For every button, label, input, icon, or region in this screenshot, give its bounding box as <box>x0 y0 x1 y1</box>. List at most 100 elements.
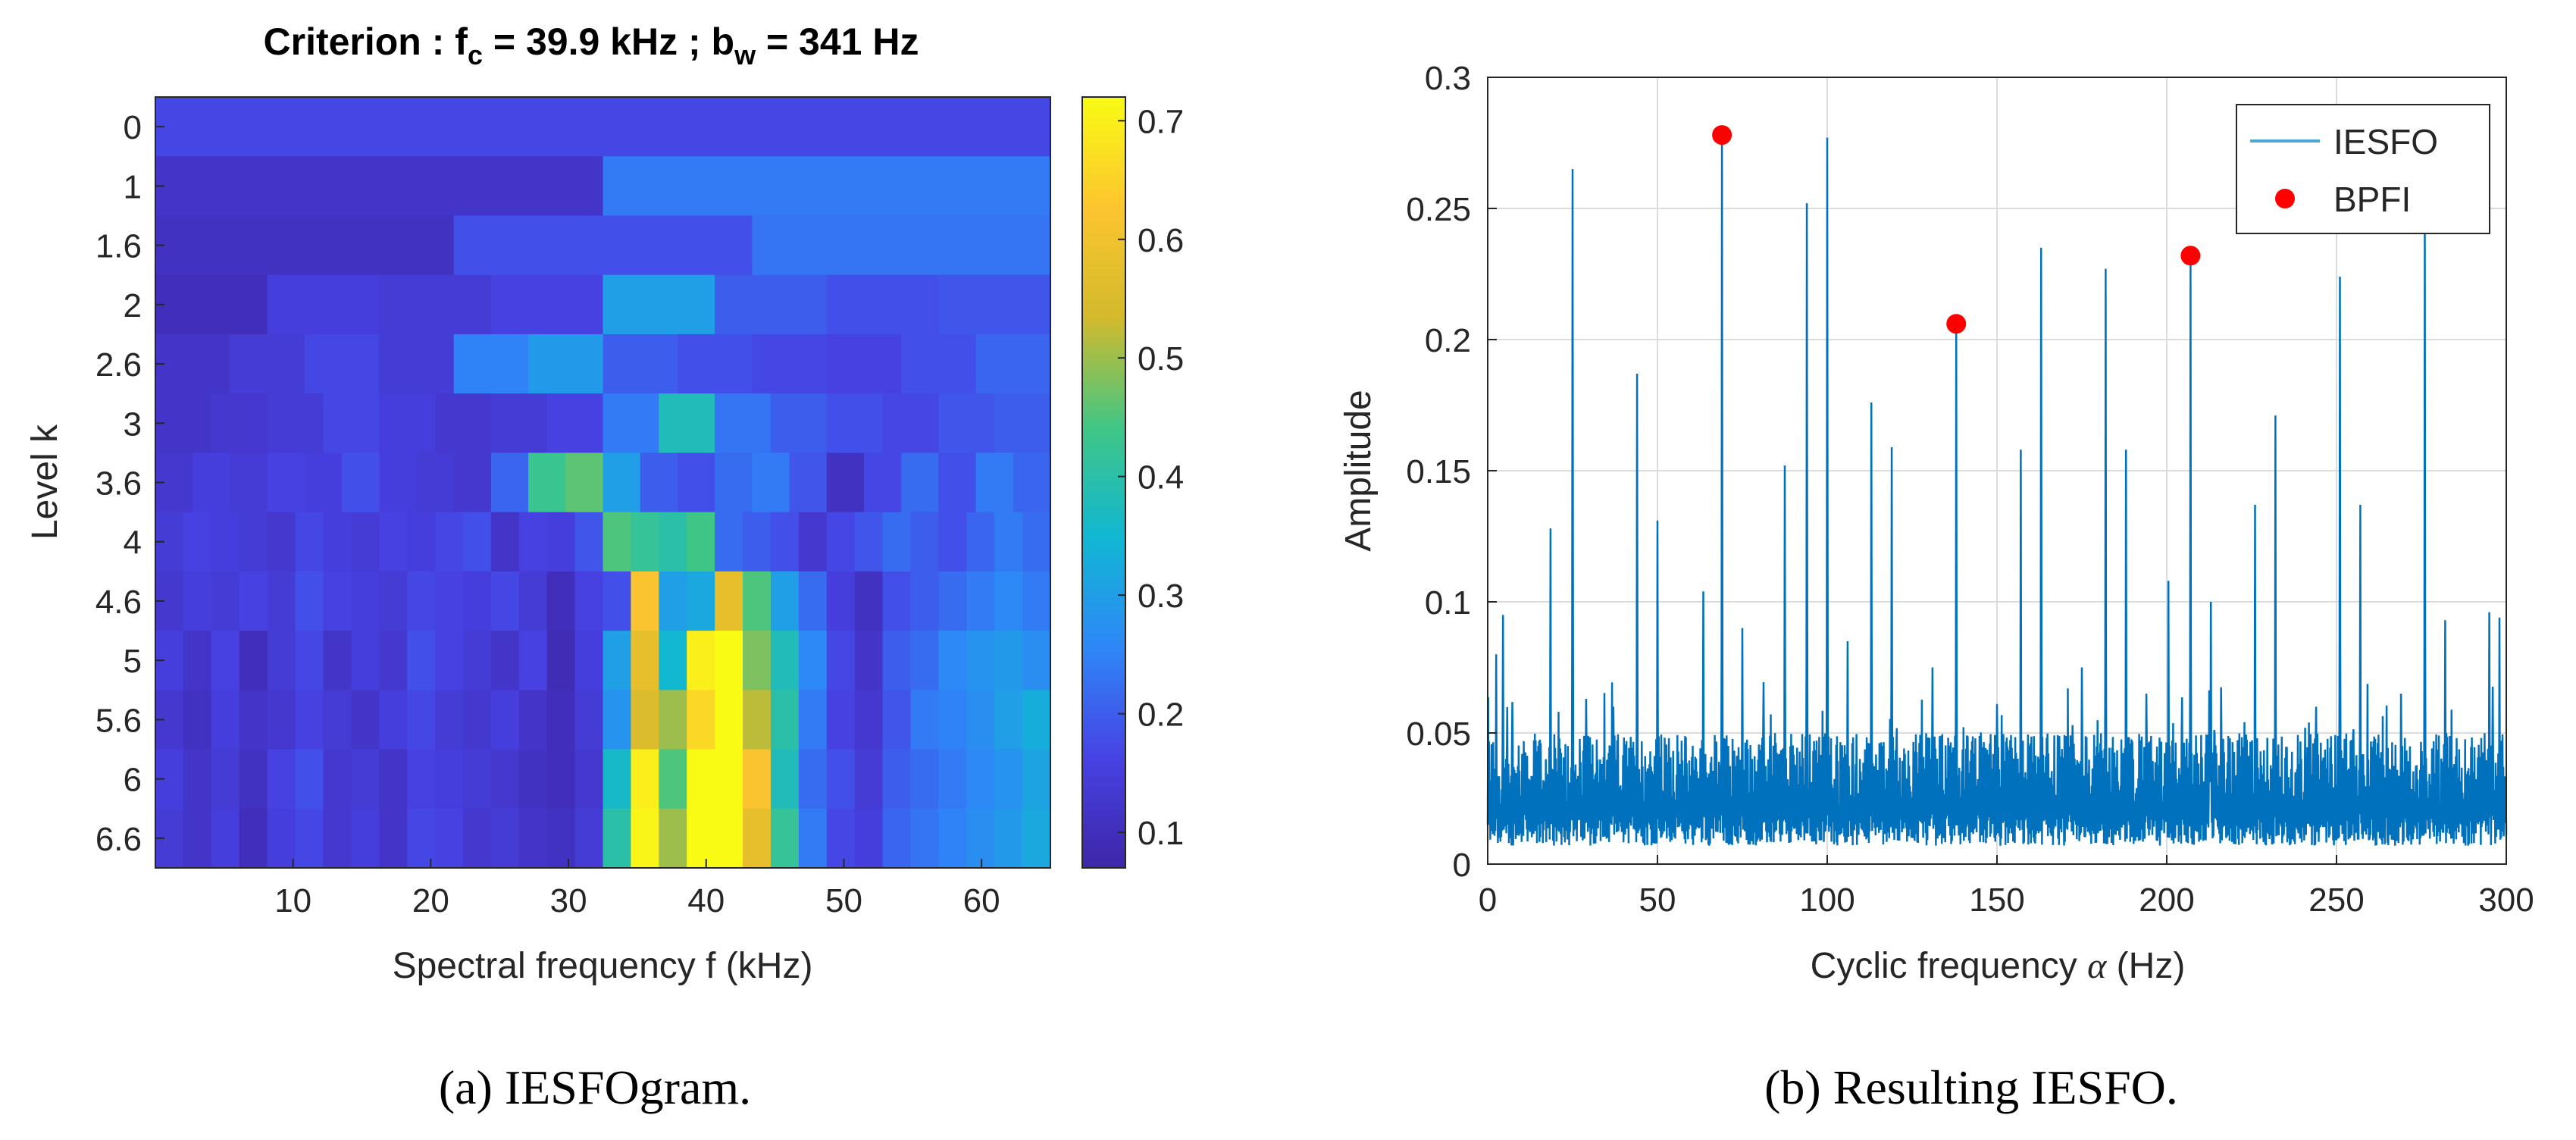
heatmap-y-tick-label: 0 <box>124 109 142 146</box>
heatmap-cell <box>882 512 912 572</box>
colorbar-tick-label: 0.5 <box>1138 340 1184 377</box>
heatmap-cell <box>211 512 240 572</box>
heatmap-y-tick-label: 2 <box>124 287 142 324</box>
heatmap-cell <box>462 690 492 750</box>
heatmap-cell <box>351 571 380 631</box>
heatmap-cell <box>659 690 687 750</box>
heatmap-cell <box>528 334 604 394</box>
heatmap-cell <box>379 274 492 335</box>
heatmap-cell <box>351 808 380 869</box>
heatmap-cell <box>687 808 715 869</box>
heatmap-cell <box>752 334 828 394</box>
heatmap-cell <box>910 571 940 631</box>
heatmap-cell <box>789 453 828 513</box>
spectrum-x-tick-label: 100 <box>1799 882 1855 919</box>
heatmap-y-tick-label: 1 <box>124 168 142 205</box>
heatmap-cell <box>239 749 268 810</box>
heatmap-cell <box>379 512 408 572</box>
heatmap-cell <box>854 808 884 869</box>
heatmap-cell <box>267 274 380 335</box>
heatmap-cell <box>267 808 296 869</box>
heatmap-cell <box>715 512 743 572</box>
heatmap-cell <box>826 631 856 691</box>
heatmap-cell <box>910 749 940 810</box>
heatmap-cell <box>715 690 743 750</box>
heatmap-cell <box>798 571 828 631</box>
heatmap-cell <box>715 749 743 810</box>
heatmap-cell <box>435 808 464 869</box>
caption-b: (b) Resulting IESFO. <box>1764 1060 2178 1114</box>
heatmap-cell <box>323 690 352 750</box>
heatmap-cell <box>462 571 492 631</box>
heatmap-cell <box>323 808 352 869</box>
heatmap-cell <box>490 808 520 869</box>
heatmap-cell <box>603 274 715 335</box>
heatmap-cell <box>687 571 715 631</box>
heatmap-cell <box>659 749 687 810</box>
colorbar: 0.1 0.2 0.3 0.4 0.5 0.6 0.7 <box>1081 96 1184 869</box>
spectrum-y-tick-label: 0 <box>1453 847 1471 884</box>
heatmap-cell <box>490 453 529 513</box>
bpfi-marker <box>2180 246 2201 266</box>
spectrum-y-tick-label: 0.05 <box>1406 716 1471 753</box>
heatmap-cell <box>938 631 967 691</box>
heatmap-cell <box>211 571 240 631</box>
heatmap-cell <box>462 512 492 572</box>
legend-iesfo-label: IESFO <box>2333 122 2438 161</box>
heatmap-cell <box>798 631 828 691</box>
heatmap-cell <box>715 274 828 335</box>
heatmap-y-tick-label: 4.6 <box>95 584 142 621</box>
heatmap-cell <box>351 749 380 810</box>
heatmap-x-tick-label: 50 <box>825 882 862 919</box>
heatmap-cell <box>863 453 902 513</box>
caption-a: (a) IESFOgram. <box>439 1060 751 1114</box>
heatmap-x-tick-label: 20 <box>412 882 449 919</box>
heatmap-cell <box>994 512 1023 572</box>
heatmap-cell <box>155 215 455 276</box>
heatmap-cell <box>854 512 884 572</box>
heatmap-cell <box>407 690 436 750</box>
heatmap-cell <box>770 808 800 869</box>
heatmap-cell <box>882 808 912 869</box>
heatmap-cell <box>910 808 940 869</box>
heatmap-y-tick-label: 6.6 <box>95 821 142 858</box>
heatmap-cell <box>854 749 884 810</box>
heatmap-cell <box>435 690 464 750</box>
heatmap-cell <box>518 571 548 631</box>
heatmap-cell <box>631 512 660 572</box>
spectrum-y-label: Amplitude <box>1338 390 1379 551</box>
heatmap-cell <box>546 690 576 750</box>
heatmap-cell <box>770 571 800 631</box>
iesfo-series-line <box>1486 137 2508 846</box>
heatmap-cell <box>267 512 296 572</box>
heatmap-y-tick-label: 5.6 <box>95 702 142 739</box>
heatmap-cell <box>826 571 856 631</box>
heatmap-cell <box>518 631 548 691</box>
spectrum-x-tick-label: 300 <box>2478 882 2534 919</box>
heatmap-cell <box>304 334 380 394</box>
heatmap-cell <box>351 631 380 691</box>
heatmap-x-tick-label: 30 <box>550 882 587 919</box>
heatmap-y-axis: 0 1 1.6 2 2.6 3 3.6 4 4.6 5 5.6 6 6.6 <box>95 109 164 858</box>
heatmap-cell <box>211 749 240 810</box>
heatmap-y-tick-label: 6 <box>124 762 142 799</box>
heatmap-cell <box>183 808 212 869</box>
heatmap-cell <box>1022 749 1051 810</box>
heatmap-cell <box>453 334 529 394</box>
heatmap-cell <box>490 512 520 572</box>
heatmap-chart: Criterion : fc = 39.9 kHz ; bw = 341 Hz … <box>25 20 1184 1114</box>
heatmap-cell <box>752 215 1051 276</box>
heatmap-cell <box>882 690 912 750</box>
heatmap-cell <box>1022 690 1051 750</box>
heatmap-cell <box>155 97 1051 157</box>
legend-box <box>2236 104 2490 234</box>
heatmap-cell <box>342 453 380 513</box>
heatmap-cell <box>518 690 548 750</box>
heatmap-cell <box>826 334 902 394</box>
heatmap-cell <box>1022 571 1051 631</box>
heatmap-cell <box>574 631 604 691</box>
legend: IESFO BPFI <box>2236 104 2490 234</box>
heatmap-cell <box>379 690 408 750</box>
heatmap-cell <box>239 631 268 691</box>
heatmap-cell <box>435 631 464 691</box>
